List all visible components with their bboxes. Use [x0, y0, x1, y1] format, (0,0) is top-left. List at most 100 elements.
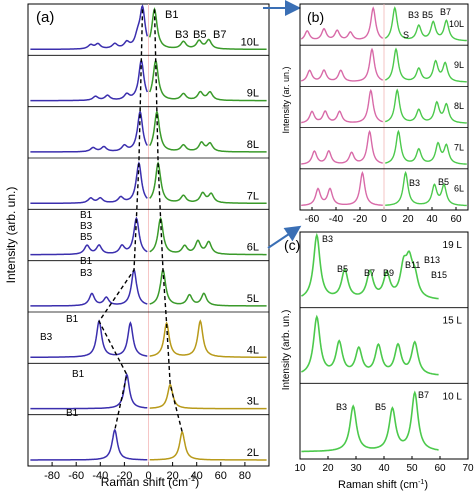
b-layer-label-7L: 7L — [454, 142, 464, 152]
b-layer-label-6L: 6L — [454, 184, 464, 194]
c-label-b13: B13 — [424, 255, 440, 265]
c-label-b5-10l: B5 — [375, 402, 386, 412]
c-xtick-label-2: 30 — [350, 463, 362, 474]
panel-c-ylabel: Intensity (arb. un.) — [281, 310, 292, 391]
b-layer-label-9L: 9L — [454, 60, 464, 70]
panel-a-vibration-schematics: B1 B3 B5 B1 B3 B1 B3 B1 B1 — [40, 210, 93, 419]
panel-a-xlabel: Raman shift (cm-1) — [101, 474, 199, 489]
a-antistokes-9L — [149, 58, 267, 102]
b-stokes-9L — [300, 47, 384, 82]
a-antistokes-4L — [149, 319, 267, 358]
b-stokes-10L — [300, 6, 384, 40]
b-antistokes-6L — [385, 170, 467, 207]
a-label-b7: B7 — [213, 29, 226, 41]
b-label-b3: B3 — [408, 10, 419, 20]
a-layer-label-4L: 4L — [247, 344, 259, 356]
a-layer-label-7L: 7L — [247, 190, 259, 202]
schem-2l-b1: B1 — [66, 408, 79, 419]
a-xtick-label-2: -40 — [92, 470, 108, 482]
b-xtick-label-4: 20 — [402, 214, 414, 225]
a-stokes-3L — [30, 372, 148, 410]
schem-4l-b3: B3 — [40, 332, 53, 343]
c-xtick-label-5: 60 — [434, 463, 446, 474]
a-dash-antistokes-b1 — [153, 9, 183, 433]
c-xtick-label-4: 50 — [406, 463, 418, 474]
a-xtick-label-8: 80 — [239, 470, 251, 482]
c-layer-label-15L: 15 L — [443, 316, 463, 327]
c-label-b3-10l: B3 — [336, 402, 347, 412]
b-stokes-6L — [301, 171, 383, 206]
c-spectrum-19L — [301, 232, 439, 300]
b-layer-label-10L: 10L — [449, 19, 464, 29]
panel-a-ylabel: Intensity (arb. un.) — [4, 187, 18, 284]
a-label-b1: B1 — [165, 9, 178, 21]
b-antistokes-7L — [385, 129, 467, 165]
a-stokes-2L — [30, 428, 148, 461]
a-antistokes-5L — [149, 268, 267, 307]
panel-c-xlabel: Raman shift (cm-1) — [338, 479, 428, 491]
c-xtick-label-1: 20 — [322, 463, 334, 474]
schem-3l-b1: B1 — [72, 369, 85, 380]
c-label-b9: B9 — [383, 268, 394, 278]
a-stokes-5L — [30, 268, 148, 307]
a-antistokes-10L — [148, 7, 267, 50]
c-xtick-label-0: 10 — [294, 463, 306, 474]
a-layer-label-3L: 3L — [247, 396, 259, 408]
schem-5l-b3: B3 — [80, 268, 93, 279]
c-xtick-label-3: 40 — [378, 463, 390, 474]
a-xtick-label-4: 0 — [145, 470, 151, 482]
schem-4l-b1: B1 — [66, 314, 79, 325]
a-layer-label-8L: 8L — [247, 139, 259, 151]
a-layer-label-6L: 6L — [247, 242, 259, 254]
b-xtick-label-6: 60 — [450, 214, 462, 225]
b-xtick-label-5: 40 — [426, 214, 438, 225]
panel-a-label: (a) — [36, 9, 54, 26]
c-layer-label-19L: 19 L — [443, 240, 463, 251]
a-antistokes-8L — [149, 109, 267, 153]
a-label-b3: B3 — [175, 29, 188, 41]
b-label-b5-6l: B5 — [438, 177, 449, 187]
a-label-b5: B5 — [193, 29, 206, 41]
b-stokes-8L — [301, 88, 384, 124]
a-layer-label-10L: 10L — [241, 36, 259, 48]
b-xtick-label-0: -60 — [305, 214, 320, 225]
panel-a-spectra: 10L 9L 8L 7L 6L 5L 4L 3L 2L — [28, 4, 269, 467]
c-label-b11: B11 — [405, 260, 420, 270]
b-layer-label-8L: 8L — [454, 101, 464, 111]
schem-6l-b3: B3 — [80, 221, 93, 232]
a-layer-label-2L: 2L — [247, 447, 259, 459]
a-stokes-8L — [30, 109, 148, 153]
b-xtick-label-1: -40 — [329, 214, 344, 225]
a-xtick-label-5: 20 — [166, 470, 178, 482]
b-antistokes-9L — [384, 47, 467, 83]
a-stokes-9L — [30, 58, 148, 102]
schem-5l-b1: B1 — [80, 256, 93, 267]
a-layer-label-5L: 5L — [247, 293, 259, 305]
a-xtick-label-7: 60 — [215, 470, 227, 482]
a-antistokes-6L — [149, 216, 267, 256]
schem-6l-b1: B1 — [80, 210, 93, 221]
a-layer-label-9L: 9L — [247, 88, 259, 100]
c-layer-label-10L: 10 L — [443, 391, 463, 402]
b-antistokes-8L — [384, 88, 467, 124]
b-antistokes-10L — [384, 6, 467, 42]
b-label-b3-6l: B3 — [409, 178, 420, 188]
a-dash-stokes-b1 — [98, 9, 144, 431]
c-label-b7-10l: B7 — [418, 390, 429, 400]
panel-c-label: (c) — [284, 237, 300, 253]
c-label-b15: B15 — [431, 270, 447, 280]
b-label-b7: B7 — [440, 7, 451, 17]
panel-a-dashed-guides — [98, 9, 183, 433]
c-spectrum-15L — [301, 314, 439, 376]
panel-b-x-ticks: -60 -40 -20 0 20 40 60 — [305, 4, 462, 225]
a-xtick-label-1: -60 — [68, 470, 84, 482]
a-stokes-4L — [30, 319, 148, 358]
c-label-b3: B3 — [322, 234, 333, 244]
c-label-b5: B5 — [337, 264, 348, 274]
a-antistokes-3L — [149, 383, 267, 410]
a-stokes-6L — [30, 216, 148, 256]
a-xtick-label-0: -80 — [44, 470, 60, 482]
panel-b-spectra: 10L 9L 8L 7L 6L — [300, 6, 468, 207]
